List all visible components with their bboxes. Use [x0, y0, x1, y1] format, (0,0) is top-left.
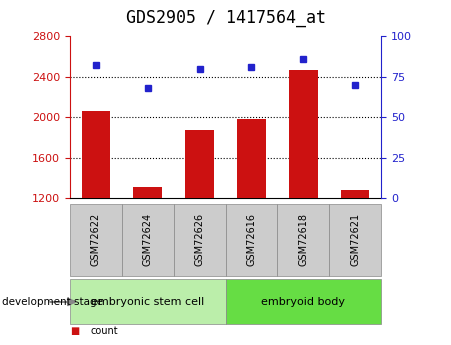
Text: GSM72616: GSM72616	[246, 213, 257, 266]
Bar	[185, 130, 214, 320]
Text: count: count	[90, 326, 118, 336]
Text: embryonic stem cell: embryonic stem cell	[91, 297, 204, 307]
Text: GSM72621: GSM72621	[350, 213, 360, 266]
Text: development stage: development stage	[2, 297, 103, 307]
Text: ■: ■	[70, 326, 79, 336]
Bar	[237, 119, 266, 320]
Text: GSM72618: GSM72618	[298, 213, 308, 266]
Text: GSM72622: GSM72622	[91, 213, 101, 266]
Text: GSM72626: GSM72626	[194, 213, 205, 266]
Text: GSM72624: GSM72624	[143, 213, 153, 266]
Text: embryoid body: embryoid body	[261, 297, 345, 307]
Text: GDS2905 / 1417564_at: GDS2905 / 1417564_at	[125, 9, 326, 27]
Bar	[133, 187, 162, 320]
Bar	[289, 70, 318, 320]
Bar	[82, 111, 110, 320]
Bar	[341, 190, 369, 320]
